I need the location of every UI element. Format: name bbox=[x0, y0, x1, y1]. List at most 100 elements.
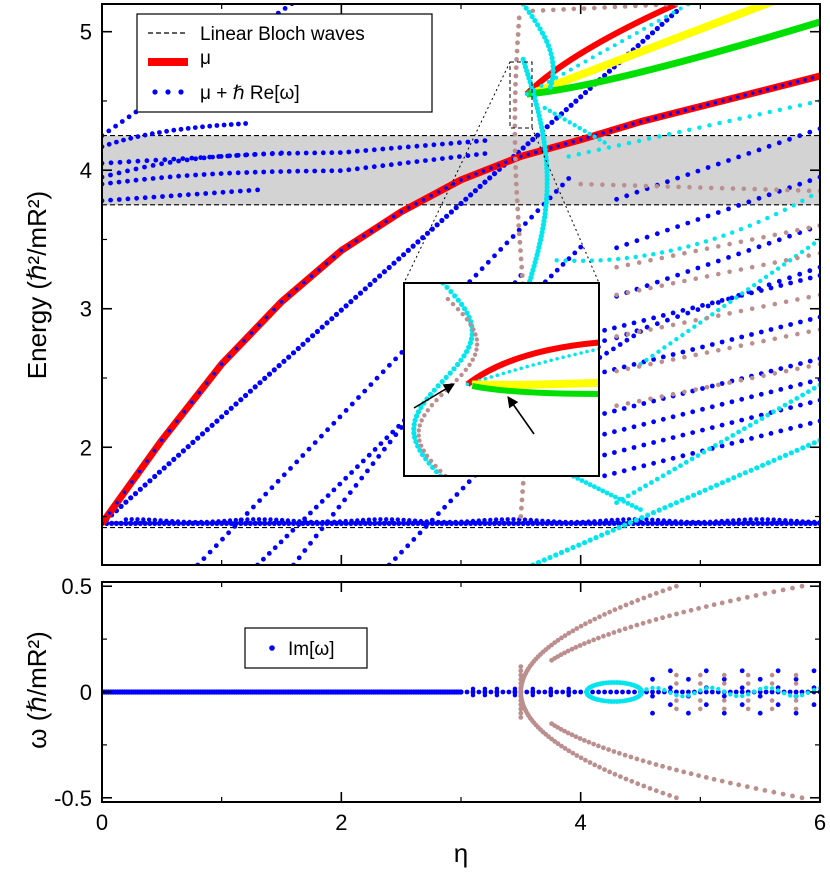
inset-brown-point bbox=[417, 423, 422, 428]
im-omega-point bbox=[739, 685, 745, 691]
inset-brown-point bbox=[454, 377, 459, 383]
im-omega-brown-point bbox=[562, 728, 567, 734]
re-omega-point bbox=[290, 527, 296, 533]
re-omega-point bbox=[760, 520, 766, 527]
re-omega-point bbox=[170, 519, 175, 524]
re-omega-point bbox=[302, 548, 308, 553]
brown-point bbox=[738, 239, 744, 245]
re-omega-point bbox=[167, 160, 173, 165]
re-omega-point bbox=[184, 157, 190, 163]
im-omega-point bbox=[488, 689, 494, 695]
cyan-point bbox=[637, 486, 643, 492]
brown-point bbox=[795, 297, 800, 302]
re-omega-point bbox=[765, 517, 771, 522]
re-omega-point bbox=[108, 172, 113, 178]
brown-point bbox=[515, 32, 521, 37]
re-omega-point bbox=[695, 217, 701, 222]
re-omega-point bbox=[482, 138, 488, 144]
brown-point bbox=[659, 359, 665, 365]
re-omega-point bbox=[631, 445, 637, 450]
cyan-point bbox=[666, 470, 672, 475]
re-omega-point bbox=[616, 520, 622, 527]
re-omega-point bbox=[463, 196, 469, 202]
re-omega-point bbox=[485, 259, 491, 265]
re-omega-point bbox=[660, 354, 666, 360]
inset-brown-point bbox=[422, 413, 427, 418]
re-omega-point bbox=[429, 226, 435, 232]
cyan-point bbox=[598, 51, 603, 56]
inset-cyan-point bbox=[455, 361, 461, 368]
cyan-point bbox=[587, 482, 593, 488]
re-omega-point bbox=[366, 517, 372, 522]
im-omega-brown-point bbox=[617, 628, 622, 634]
re-omega-point bbox=[227, 170, 233, 176]
im-omega-brown-point bbox=[799, 583, 805, 589]
re-omega-point bbox=[563, 107, 569, 113]
im-omega-point bbox=[626, 689, 631, 695]
re-omega-point bbox=[118, 520, 124, 527]
re-omega-point bbox=[225, 153, 231, 159]
re-omega-point bbox=[393, 432, 399, 438]
im-omega-brown-point bbox=[696, 773, 701, 778]
re-omega-point bbox=[210, 519, 215, 524]
re-omega-point bbox=[621, 517, 626, 522]
re-omega-point bbox=[459, 519, 464, 524]
re-omega-point bbox=[175, 519, 181, 524]
energy-y-tick-label: 3 bbox=[80, 297, 92, 322]
inset-marks bbox=[411, 283, 599, 476]
cyan-point bbox=[800, 198, 805, 203]
re-omega-point bbox=[121, 137, 126, 143]
inset-cyan-point bbox=[413, 439, 419, 445]
mu-point bbox=[676, 110, 680, 114]
brown-point bbox=[806, 188, 812, 193]
cyan-point bbox=[581, 540, 588, 546]
re-omega-point bbox=[329, 150, 335, 156]
re-omega-point bbox=[222, 518, 227, 524]
inset-cyan-point bbox=[411, 430, 417, 436]
mu-point bbox=[773, 85, 777, 90]
re-omega-point bbox=[166, 461, 172, 467]
re-omega-point bbox=[164, 128, 170, 134]
cyan-point bbox=[542, 34, 548, 40]
re-omega-point bbox=[114, 139, 119, 145]
im-omega-point bbox=[775, 702, 781, 708]
cyan-point bbox=[758, 278, 763, 284]
inset-cyan-point bbox=[451, 366, 457, 372]
re-omega-point bbox=[766, 282, 772, 288]
inset-cyan-point bbox=[411, 426, 417, 432]
re-omega-point bbox=[447, 519, 452, 525]
im-omega-brown-point bbox=[780, 791, 786, 797]
re-omega-point bbox=[736, 517, 742, 523]
re-omega-point bbox=[236, 121, 241, 127]
mu-point bbox=[563, 142, 568, 146]
im-omega-brown-point bbox=[559, 743, 564, 749]
re-omega-point bbox=[707, 519, 713, 524]
brown-point bbox=[727, 345, 732, 351]
re-omega-point bbox=[783, 518, 788, 523]
re-omega-point bbox=[269, 485, 275, 491]
cyan-point bbox=[737, 116, 742, 121]
im-omega-point bbox=[793, 689, 799, 695]
re-omega-point bbox=[746, 151, 752, 156]
im-omega-brown-point bbox=[736, 596, 742, 602]
brown-point bbox=[513, 165, 518, 170]
im-omega-brown-point bbox=[629, 600, 635, 606]
im-omega-brown-point bbox=[753, 786, 759, 791]
cyan-point bbox=[742, 426, 747, 432]
im-omega-brown-point bbox=[674, 767, 679, 773]
re-omega-point bbox=[695, 168, 701, 174]
re-omega-point bbox=[665, 179, 670, 185]
re-omega-point bbox=[407, 518, 412, 523]
re-omega-point bbox=[440, 156, 445, 162]
im-omega-point bbox=[721, 676, 727, 682]
im-omega-point bbox=[739, 668, 745, 674]
brown-point bbox=[682, 251, 687, 256]
mu-point bbox=[571, 140, 575, 144]
re-omega-point bbox=[372, 520, 378, 527]
re-omega-point bbox=[414, 159, 420, 165]
brown-point bbox=[648, 361, 653, 367]
brown-point bbox=[693, 352, 698, 358]
re-omega-point bbox=[664, 17, 670, 23]
im-omega-brown-point bbox=[674, 795, 679, 801]
